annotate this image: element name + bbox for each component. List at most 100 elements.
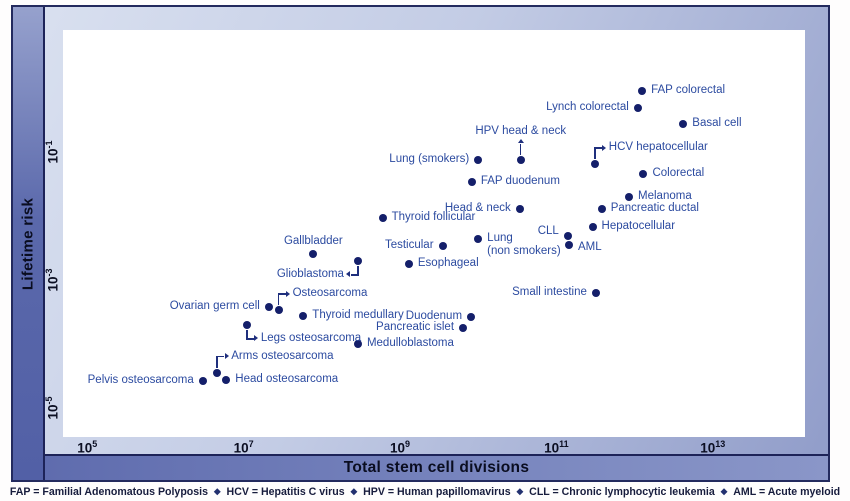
point-label-thyroid-medullary: Thyroid medullary — [312, 308, 404, 321]
connector-arms-osteosarcoma — [216, 356, 218, 368]
data-point-hpv-head-neck — [516, 156, 525, 165]
connector-osteosarcoma — [277, 294, 280, 306]
data-point-thyroid-follicular — [378, 214, 387, 223]
data-point-melanoma — [625, 192, 634, 201]
point-label-legs-osteosarcoma: Legs osteosarcoma — [260, 331, 362, 344]
point-label-ovarian-germ-cell: Ovarian germ cell — [169, 300, 260, 313]
point-label-lung-smokers: Lung (smokers) — [389, 153, 470, 166]
point-label-pelvis-osteosarcoma: Pelvis osteosarcoma — [87, 373, 194, 386]
data-point-legs-osteosarcoma — [242, 320, 251, 329]
legend-item: CLL = Chronic lymphocytic leukemia — [529, 486, 715, 498]
y-axis-line — [43, 7, 45, 480]
point-label-gallbladder: Gallbladder — [283, 234, 343, 247]
data-point-aml — [564, 240, 573, 249]
point-label-basal-cell: Basal cell — [692, 116, 742, 129]
diamond-separator-icon: ◆ — [720, 486, 728, 496]
point-label-testicular: Testicular — [384, 239, 434, 252]
legend-item: AML = Acute myeloid leukemia — [733, 486, 841, 498]
connector-arrow-glioblastoma — [345, 271, 350, 278]
chart-frame: Lifetime risk Total stem cell divisions … — [11, 5, 830, 482]
data-point-osteosarcoma — [274, 306, 283, 315]
point-label-pancreatic-islet: Pancreatic islet — [376, 320, 455, 333]
data-point-pancreatic-islet — [459, 323, 468, 332]
point-label-small-intestine: Small intestine — [512, 286, 587, 299]
data-point-gallbladder — [309, 249, 318, 258]
x-tick-label: 1011 — [544, 439, 569, 456]
point-label-osteosarcoma: Osteosarcoma — [292, 287, 368, 300]
connector-arms-osteosarcoma — [216, 355, 225, 358]
connector-glioblastoma — [350, 274, 359, 276]
connector-hcv-hepatocellular — [594, 147, 603, 149]
legend-item: HPV = Human papillomavirus — [363, 486, 511, 498]
x-tick-label: 109 — [389, 439, 411, 456]
x-axis-band: Total stem cell divisions — [45, 456, 828, 480]
data-point-lung-smokers — [474, 156, 483, 165]
data-point-small-intestine — [591, 289, 600, 298]
connector-osteosarcoma — [277, 293, 286, 295]
data-point-esophageal — [404, 259, 413, 268]
x-tick-label: 105 — [77, 439, 98, 456]
point-label-melanoma: Melanoma — [638, 189, 692, 202]
connector-legs-osteosarcoma — [246, 329, 248, 340]
connector-legs-osteosarcoma — [246, 338, 255, 340]
point-label-hepatocellular: Hepatocellular — [601, 220, 676, 233]
data-point-fap-duodenum — [467, 178, 476, 187]
connector-arrow-hcv-hepatocellular — [602, 144, 607, 151]
data-point-arms-osteosarcoma — [213, 368, 222, 377]
point-label-duodenum: Duodenum — [405, 309, 463, 322]
point-label-fap-colorectal: FAP colorectal — [651, 84, 726, 97]
point-label-esophageal: Esophageal — [417, 256, 479, 269]
point-label-glioblastoma: Glioblastoma — [276, 267, 344, 280]
x-axis-title: Total stem cell divisions — [343, 459, 530, 476]
connector-glioblastoma — [357, 265, 359, 276]
connector-hcv-hepatocellular — [594, 148, 596, 160]
legend-item: HCV = Hepatitis C virus — [226, 486, 345, 498]
point-label-cll: CLL — [537, 225, 559, 238]
y-axis-title: Lifetime risk — [19, 197, 37, 290]
connector-arrow-osteosarcoma — [286, 290, 291, 297]
data-point-colorectal — [639, 170, 648, 179]
y-axis-band: Lifetime risk — [13, 7, 43, 480]
data-point-glioblastoma — [353, 256, 362, 265]
data-point-head-osteosarcoma — [222, 375, 231, 384]
data-point-fap-colorectal — [638, 87, 647, 96]
x-tick-label: 107 — [233, 439, 254, 456]
data-point-thyroid-medullary — [299, 311, 308, 320]
data-point-pancreatic-ductal — [597, 204, 606, 213]
data-point-testicular — [438, 242, 447, 251]
diamond-separator-icon: ◆ — [350, 486, 358, 496]
data-point-pelvis-osteosarcoma — [198, 376, 207, 385]
x-axis-line — [43, 454, 828, 456]
data-point-lung-non-smokers — [474, 235, 483, 244]
data-point-ovarian-germ-cell — [264, 303, 273, 312]
connector-arrow-arms-osteosarcoma — [224, 353, 229, 360]
connector-arrow-hpv-head-neck — [517, 139, 524, 144]
point-label-head-osteosarcoma: Head osteosarcoma — [235, 372, 339, 385]
y-tick-label: 10-5 — [43, 396, 61, 420]
data-point-lynch-colorectal — [633, 104, 642, 113]
point-label-lung-non-smokers: Lung (non smokers) — [487, 232, 561, 258]
legend-item: FAP = Familial Adenomatous Polyposis — [9, 486, 208, 498]
point-label-medulloblastoma: Medulloblastoma — [366, 337, 454, 350]
point-label-hcv-hepatocellular: HCV hepatocellular — [608, 141, 708, 154]
connector-arrow-legs-osteosarcoma — [254, 335, 259, 342]
plot-area: FAP colorectal Lynch colorectal Basal cell… — [63, 30, 805, 437]
data-point-hepatocellular — [588, 223, 597, 232]
point-label-head-neck: Head & neck — [444, 201, 511, 214]
point-label-fap-duodenum: FAP duodenum — [480, 175, 560, 188]
data-point-medulloblastoma — [353, 340, 362, 349]
point-label-pancreatic-ductal: Pancreatic ductal — [610, 201, 699, 214]
data-point-cll — [563, 232, 572, 241]
abbreviation-legend: FAP = Familial Adenomatous Polyposis ◆ HCV… — [0, 484, 850, 501]
point-label-arms-osteosarcoma: Arms osteosarcoma — [231, 349, 334, 362]
point-label-colorectal: Colorectal — [652, 167, 705, 180]
point-label-hpv-head-neck: HPV head & neck — [475, 125, 567, 138]
data-point-head-neck — [515, 204, 524, 213]
point-label-aml: AML — [577, 240, 602, 253]
data-point-duodenum — [467, 312, 476, 321]
connector-hpv-head-neck — [519, 144, 522, 156]
y-tick-label: 10-1 — [43, 140, 61, 164]
point-label-thyroid-follicular: Thyroid follicular — [391, 211, 476, 224]
diamond-separator-icon: ◆ — [214, 486, 221, 496]
